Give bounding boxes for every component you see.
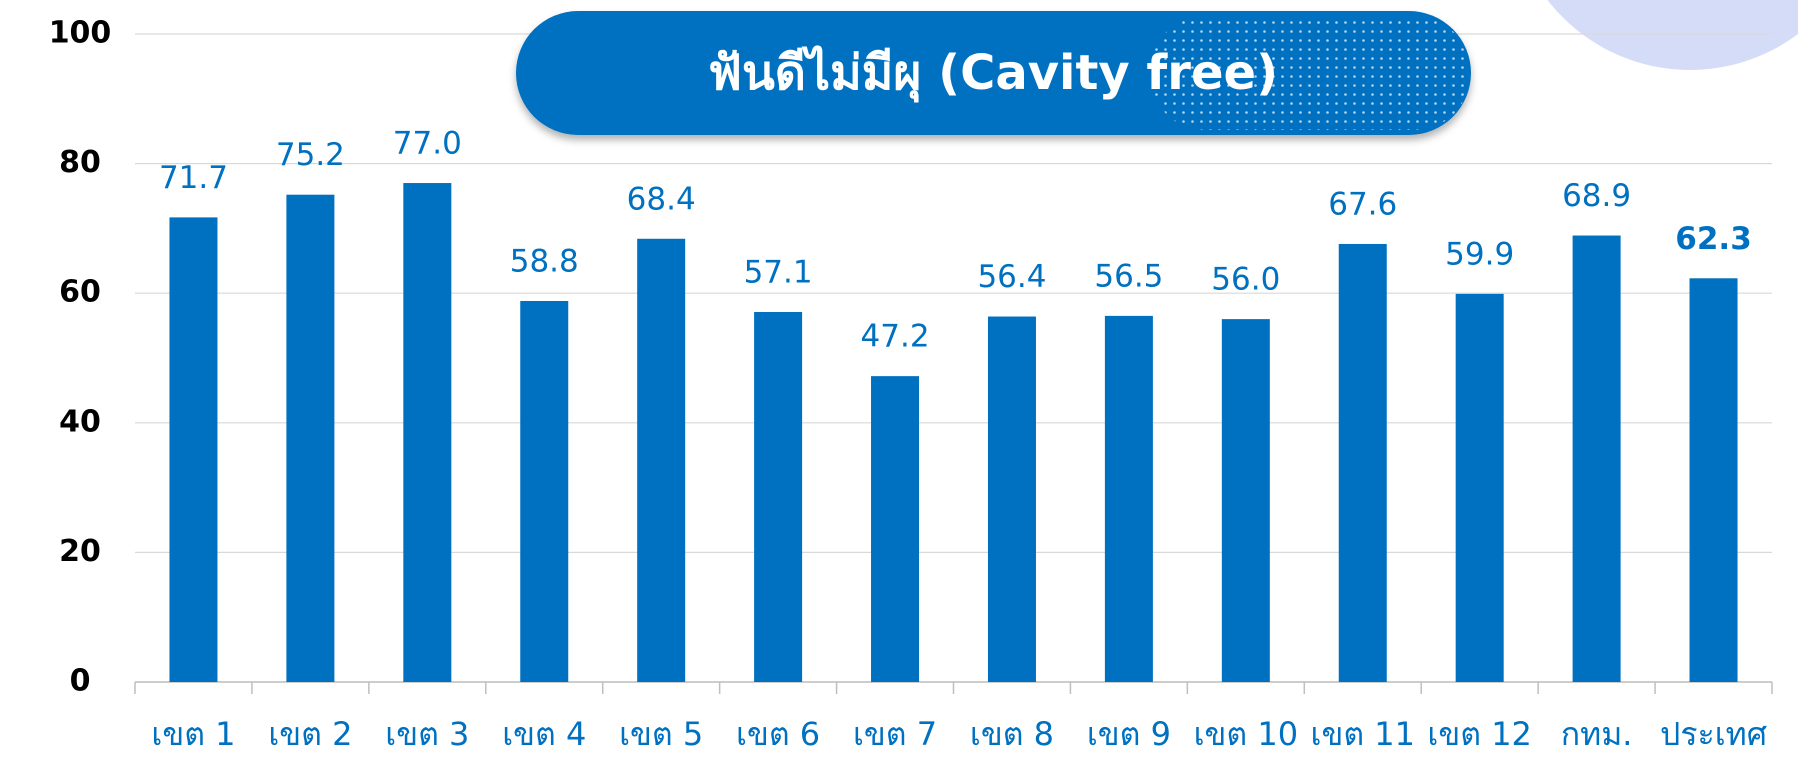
title-dots — [1150, 16, 1470, 130]
value-label: 57.1 — [744, 254, 813, 290]
x-tick-label: เขต 7 — [853, 715, 937, 753]
x-tick-label: เขต 5 — [619, 715, 703, 753]
bar — [520, 300, 569, 682]
y-tick-label: 80 — [59, 145, 101, 180]
bar — [286, 194, 335, 683]
x-tick-label: เขต 6 — [736, 715, 820, 753]
x-tick-label: เขต 9 — [1087, 715, 1171, 753]
x-tick-label: เขต 2 — [268, 715, 352, 753]
value-label: 62.3 — [1675, 221, 1752, 257]
value-label: 75.2 — [276, 137, 345, 173]
value-label: 47.2 — [861, 319, 930, 355]
y-tick-label: 20 — [59, 534, 101, 569]
chart-title: ฟันดีไม่มีผุ (Cavity free) — [708, 44, 1278, 103]
value-label: 68.4 — [627, 181, 696, 217]
value-label: 59.9 — [1445, 236, 1514, 272]
value-label: 56.5 — [1094, 258, 1163, 294]
bar — [871, 376, 920, 682]
plot: 0 20 40 60 80 100 เขต 1 71.7 เขต 2 75.2 เขต 3 77.0 เ… — [49, 16, 1773, 753]
value-label: 68.9 — [1562, 178, 1631, 214]
bar — [987, 316, 1036, 682]
x-tick-label: เขต 3 — [385, 715, 469, 753]
bar — [403, 183, 452, 683]
title-banner: ฟันดีไม่มีผุ (Cavity free) — [516, 11, 1471, 135]
x-tick-label: กทม. — [1561, 715, 1633, 753]
y-tick-label: 0 — [70, 664, 91, 699]
bar — [1221, 319, 1270, 682]
bar — [1104, 315, 1153, 682]
bar — [1689, 278, 1738, 682]
x-tick-label: เขต 11 — [1311, 715, 1415, 753]
x-tick-label: เขต 8 — [970, 715, 1054, 753]
bar — [754, 311, 803, 682]
bar — [1455, 293, 1504, 682]
value-label: 67.6 — [1328, 186, 1397, 222]
y-tick-label: 40 — [59, 404, 101, 439]
value-label: 56.4 — [977, 259, 1046, 295]
value-label: 77.0 — [393, 126, 462, 162]
value-label: 71.7 — [159, 160, 228, 196]
bar — [637, 238, 686, 682]
bar — [1338, 243, 1387, 682]
x-tick-label: เขต 10 — [1194, 715, 1298, 753]
value-label: 56.0 — [1211, 262, 1280, 298]
bar — [1572, 235, 1621, 682]
decor-circle — [1547, 0, 1798, 70]
value-label: 58.8 — [510, 243, 579, 279]
x-tick-label: เขต 12 — [1427, 715, 1531, 753]
y-tick-label: 60 — [59, 275, 101, 310]
x-tick-label: เขต 4 — [502, 715, 586, 753]
x-tick-label: เขต 1 — [151, 715, 235, 753]
y-tick-label: 100 — [49, 16, 112, 51]
bar — [169, 217, 218, 682]
x-tick-label: ประเทศ — [1660, 715, 1767, 753]
